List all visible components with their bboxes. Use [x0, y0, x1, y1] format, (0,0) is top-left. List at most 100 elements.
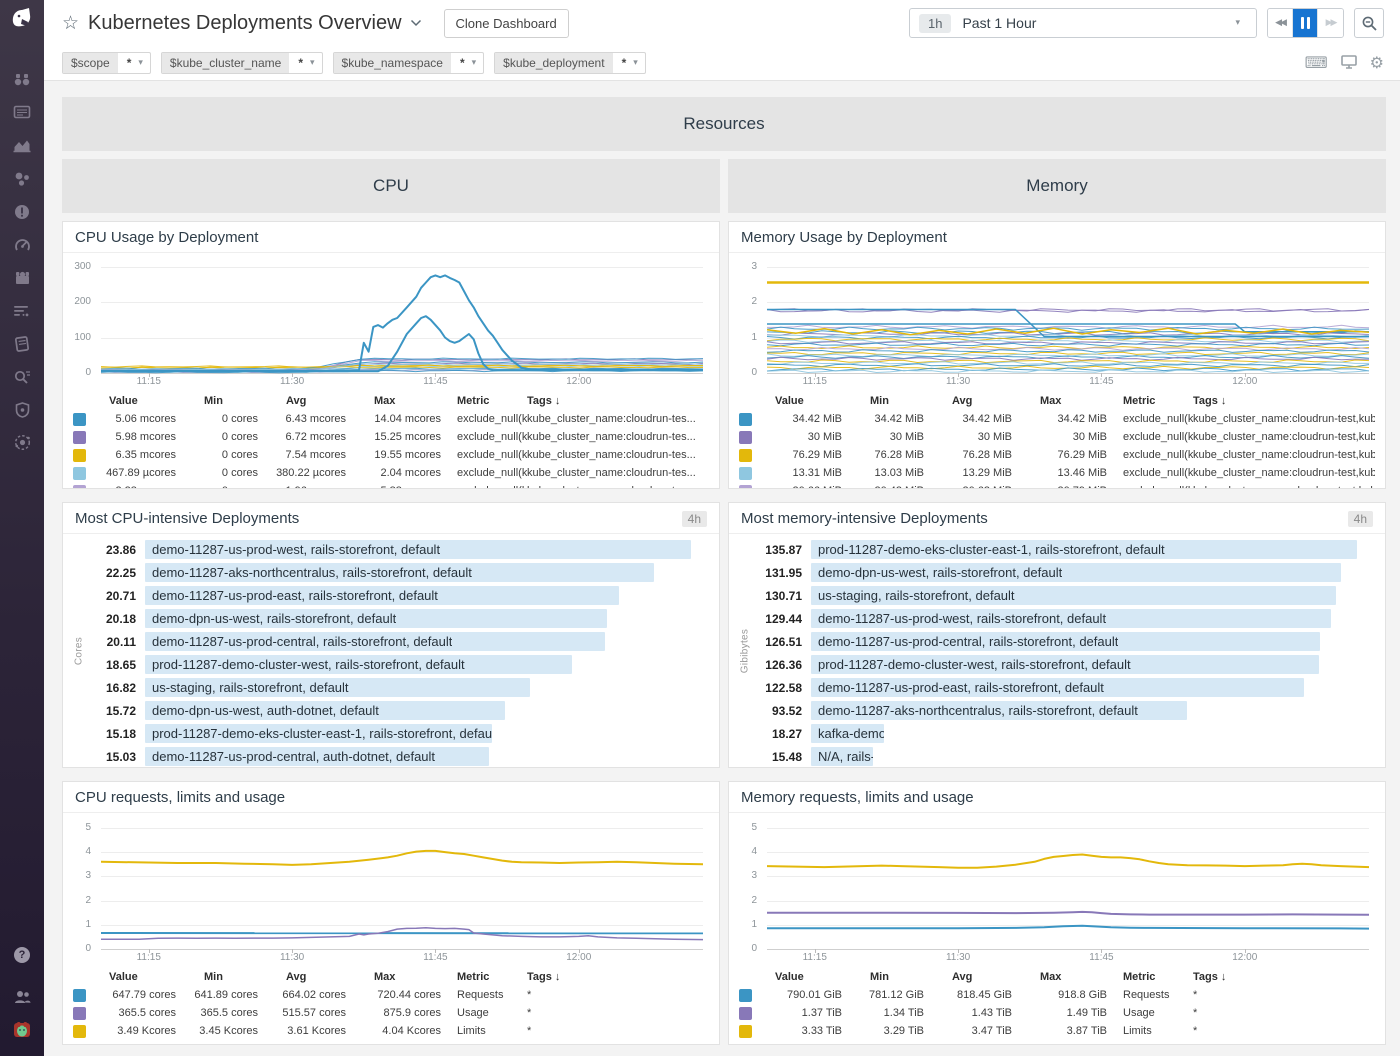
toplist-row[interactable]: 15.18 prod-11287-demo-eks-cluster-east-1,…: [105, 724, 493, 743]
pause-button[interactable]: [1293, 9, 1318, 37]
cpu-requests-timeseries[interactable]: 0 1 2 3 4 5 11:15 11:30 11:45 12:00: [67, 817, 711, 965]
legend-header[interactable]: Min: [870, 971, 889, 983]
legend-row[interactable]: 34.42 MiB 34.42 MiB 34.42 MiB 34.42 MiB excl…: [739, 410, 1375, 428]
template-var-kube_deployment[interactable]: $kube_deployment * ▾: [494, 52, 646, 74]
legend-header[interactable]: Tags ↓: [527, 395, 561, 407]
user-avatar[interactable]: [7, 1013, 37, 1046]
toplist-row[interactable]: 93.52 demo-11287-aks-northcentralus, rail…: [755, 699, 1377, 722]
toplist-row[interactable]: 20.18 demo-dpn-us-west, rails-storefront,…: [89, 607, 711, 630]
nav-network-icon[interactable]: [7, 426, 37, 459]
memory-requests-timeseries[interactable]: 0 1 2 3 4 5 11:15 11:30 11:45 12:00: [733, 817, 1377, 965]
title-caret-icon[interactable]: [410, 14, 422, 32]
template-var-kube_namespace[interactable]: $kube_namespace * ▾: [332, 52, 485, 74]
toplist-row[interactable]: 126.51 demo-11287-us-prod-central, rails-…: [755, 630, 1377, 653]
panel-memory-usage: Memory Usage by Deployment 0 1 2 3 11:15 11:3…: [728, 221, 1386, 489]
legend-header[interactable]: Metric: [457, 395, 490, 407]
legend-row[interactable]: 3.33 TiB 3.29 TiB 3.47 TiB 3.87 TiB Limits *: [739, 1022, 1375, 1040]
legend-row[interactable]: 790.01 GiB 781.12 GiB 818.45 GiB 918.8 GiB R…: [739, 986, 1375, 1004]
legend-row[interactable]: 13.31 MiB 13.03 MiB 13.29 MiB 13.46 MiB excl…: [739, 464, 1375, 482]
legend-header[interactable]: Avg: [286, 971, 307, 983]
legend-row[interactable]: 76.29 MiB 76.28 MiB 76.28 MiB 76.29 MiB excl…: [739, 446, 1375, 464]
legend-header[interactable]: Avg: [952, 395, 973, 407]
legend-header[interactable]: Value: [109, 971, 138, 983]
nav-security-icon[interactable]: [7, 393, 37, 426]
legend-header[interactable]: Metric: [1123, 395, 1156, 407]
template-var-scope[interactable]: $scope * ▾: [62, 52, 151, 74]
keyboard-shortcuts-icon[interactable]: ⌨: [1304, 53, 1328, 72]
toplist-row[interactable]: 15.72 demo-dpn-us-west, auth-dotnet, defa…: [89, 699, 711, 722]
toplist-row[interactable]: 135.87 prod-11287-demo-eks-cluster-east-1…: [755, 538, 1377, 561]
nav-incidents-icon[interactable]: [7, 195, 37, 228]
legend-header[interactable]: Max: [374, 395, 396, 407]
legend-row[interactable]: 6.35 mcores 0 cores 7.54 mcores 19.55 mcore…: [73, 446, 709, 464]
tv-mode-icon[interactable]: [1340, 54, 1357, 72]
legend-header[interactable]: Avg: [286, 395, 307, 407]
legend-row[interactable]: 20.66 MiB20.42 MiB20.63 MiB20.79 MiBexcl…: [739, 482, 1375, 488]
datadog-logo[interactable]: [9, 6, 35, 37]
zoom-out-button[interactable]: [1354, 8, 1384, 38]
nav-metrics-icon[interactable]: [7, 129, 37, 162]
time-range-selector[interactable]: 1h Past 1 Hour ▾: [909, 8, 1257, 38]
legend-row[interactable]: 647.79 cores 641.89 cores 664.02 cores 720.…: [73, 986, 709, 1004]
toplist-row[interactable]: 18.65 prod-11287-demo-cluster-west, rails…: [89, 653, 711, 676]
toplist-row[interactable]: 126.36 prod-11287-demo-cluster-west, rail…: [755, 653, 1377, 676]
nav-integrations-icon[interactable]: [7, 261, 37, 294]
nav-logs-icon[interactable]: [7, 294, 37, 327]
legend-header[interactable]: Tags ↓: [1193, 395, 1227, 407]
legend-row[interactable]: 3.49 Kcores 3.45 Kcores 3.61 Kcores 4.04 Kc…: [73, 1022, 709, 1040]
time-back-button[interactable]: ◀◀: [1268, 9, 1293, 37]
legend-header[interactable]: Value: [109, 395, 138, 407]
nav-log-explorer-icon[interactable]: [7, 360, 37, 393]
memory-toplist: 135.87 prod-11287-demo-eks-cluster-east-1…: [755, 538, 1377, 767]
legend-row[interactable]: 5.06 mcores 0 cores 6.43 mcores 14.04 mcore…: [73, 410, 709, 428]
toplist-row[interactable]: 23.86 demo-11287-us-prod-west, rails-stor…: [89, 538, 711, 561]
favorite-star-icon[interactable]: ☆: [62, 12, 80, 34]
toplist-row[interactable]: 131.95 demo-dpn-us-west, rails-storefront…: [755, 561, 1377, 584]
legend-header[interactable]: Tags ↓: [1193, 971, 1227, 983]
nav-monitors-icon[interactable]: [7, 228, 37, 261]
legend-header[interactable]: Max: [1040, 971, 1062, 983]
nav-watchdog-icon[interactable]: [7, 63, 37, 96]
toplist-row[interactable]: 129.44 demo-11287-us-prod-west, rails-sto…: [755, 607, 1377, 630]
legend-header[interactable]: Metric: [1123, 971, 1156, 983]
series-color-swatch: [739, 1024, 752, 1038]
legend-header[interactable]: Tags ↓: [527, 971, 561, 983]
toplist-row[interactable]: 22.25 demo-11287-aks-northcentralus, rail…: [89, 561, 711, 584]
legend-header[interactable]: Value: [775, 971, 804, 983]
toplist-row[interactable]: 130.71 us-staging, rails-storefront, defa…: [755, 584, 1377, 607]
legend-header[interactable]: Min: [204, 395, 223, 407]
clone-dashboard-button[interactable]: Clone Dashboard: [443, 8, 569, 38]
nav-apm-services-icon[interactable]: [7, 162, 37, 195]
legend-header[interactable]: Min: [204, 971, 223, 983]
toplist-row[interactable]: 16.82 us-staging, rails-storefront, defau…: [89, 676, 711, 699]
template-var-kube_cluster_name[interactable]: $kube_cluster_name * ▾: [160, 52, 323, 74]
settings-gear-icon[interactable]: ⚙: [1369, 53, 1384, 72]
legend-header[interactable]: Min: [870, 395, 889, 407]
toplist-row[interactable]: 20.11 demo-11287-us-prod-central, rails-s…: [89, 630, 711, 653]
nav-notebooks-icon[interactable]: [7, 327, 37, 360]
toplist-row[interactable]: 20.71 demo-11287-us-prod-east, rails-stor…: [89, 584, 711, 607]
panel-title: Memory requests, limits and usage: [729, 782, 1385, 813]
time-forward-button[interactable]: ▶▶: [1318, 9, 1343, 37]
page-title[interactable]: Kubernetes Deployments Overview: [88, 11, 402, 34]
legend-header[interactable]: Max: [374, 971, 396, 983]
legend-row[interactable]: 365.5 cores 365.5 cores 515.57 cores 875.9 …: [73, 1004, 709, 1022]
toplist-row[interactable]: 15.03 demo-11287-us-prod-central, auth-do…: [89, 745, 711, 767]
legend-header[interactable]: Max: [1040, 395, 1062, 407]
toplist-row[interactable]: 15.48N/A, rails-storefront, default: [755, 745, 1377, 767]
memory-usage-timeseries[interactable]: 0 1 2 3 11:15 11:30 11:45 12:00: [733, 257, 1377, 389]
org-users-icon[interactable]: [7, 980, 37, 1013]
cpu-usage-timeseries[interactable]: 0 100 200 300 11:15 11:30 11:45 12:00: [67, 257, 711, 389]
legend-row[interactable]: 5.98 mcores 0 cores 6.72 mcores 15.25 mcore…: [73, 428, 709, 446]
legend-row[interactable]: 1.37 TiB 1.34 TiB 1.43 TiB 1.49 TiB Usage *: [739, 1004, 1375, 1022]
toplist-row[interactable]: 122.58 demo-11287-us-prod-east, rails-sto…: [755, 676, 1377, 699]
help-icon[interactable]: ?: [14, 947, 30, 963]
legend-header[interactable]: Avg: [952, 971, 973, 983]
legend-header[interactable]: Value: [775, 395, 804, 407]
legend-row[interactable]: 467.89 µcores 0 cores 380.22 µcores 2.04 mc…: [73, 464, 709, 482]
legend-header[interactable]: Metric: [457, 971, 490, 983]
nav-dashboards-icon[interactable]: [7, 96, 37, 129]
